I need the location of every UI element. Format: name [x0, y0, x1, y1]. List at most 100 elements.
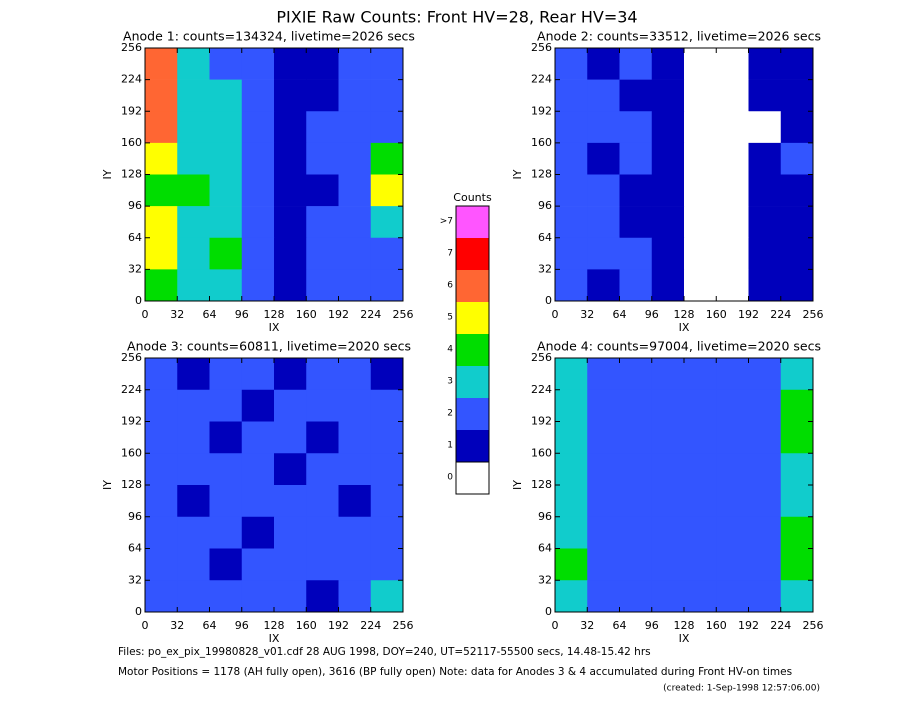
- heatmap-cell: [748, 269, 782, 302]
- heatmap-cell: [241, 548, 275, 581]
- x-tick-label: 64: [613, 308, 627, 321]
- y-axis-label: IY: [101, 169, 114, 179]
- heatmap-cell: [177, 79, 210, 112]
- heatmap-cell: [177, 237, 210, 270]
- heatmap-cell: [651, 48, 685, 80]
- heatmap-cell: [748, 142, 782, 175]
- heatmap-cell: [587, 174, 620, 207]
- y-tick-label: 256: [121, 351, 142, 364]
- heatmap-cell: [370, 269, 404, 302]
- heatmap-cell: [651, 485, 685, 518]
- colorbar-label: >7: [440, 217, 453, 227]
- heatmap-cell: [619, 111, 653, 144]
- heatmap-cell: [780, 453, 814, 486]
- x-tick-label: 0: [142, 308, 149, 321]
- heatmap-cell: [684, 358, 717, 391]
- heatmap-cell: [177, 516, 210, 549]
- heatmap-cell: [780, 237, 814, 270]
- heatmap-cell: [241, 358, 275, 391]
- heatmap-cell: [338, 516, 372, 549]
- heatmap-cell: [241, 237, 275, 270]
- y-tick-label: 0: [135, 605, 142, 618]
- y-tick-label: 128: [121, 168, 142, 181]
- y-tick-label: 0: [545, 605, 552, 618]
- heatmap-cell: [274, 206, 307, 239]
- heatmap-cell: [274, 48, 307, 80]
- x-tick-label: 128: [264, 619, 285, 632]
- heatmap-cell: [241, 580, 275, 613]
- y-tick-label: 64: [538, 542, 552, 555]
- heatmap-cell: [684, 580, 717, 613]
- heatmap-cell: [619, 174, 653, 207]
- heatmap-cell: [145, 421, 178, 454]
- heatmap-cell: [338, 269, 372, 302]
- heatmap-cell: [177, 485, 210, 518]
- heatmap-cell: [619, 548, 653, 581]
- y-tick-label: 0: [545, 294, 552, 307]
- heatmap-cell: [209, 174, 243, 207]
- heatmap-cell: [274, 453, 307, 486]
- x-tick-label: 224: [360, 308, 381, 321]
- x-tick-label: 64: [203, 619, 217, 632]
- heatmap-cell: [587, 389, 620, 422]
- heatmap-cell: [748, 206, 782, 239]
- heatmap-cell: [274, 79, 307, 112]
- heatmap-cell: [306, 142, 339, 175]
- heatmap-cell: [306, 48, 339, 80]
- heatmap-cell: [370, 174, 404, 207]
- heatmap-cell: [370, 237, 404, 270]
- heatmap-cell: [555, 237, 588, 270]
- heatmap-cell: [619, 237, 653, 270]
- heatmap-cell: [555, 485, 588, 518]
- heatmap-cell: [370, 485, 404, 518]
- heatmap-cell: [177, 389, 210, 422]
- heatmap-cell: [587, 269, 620, 302]
- heatmap-cell: [145, 79, 178, 112]
- heatmap-cell: [338, 206, 372, 239]
- x-tick-label: 256: [393, 308, 414, 321]
- y-tick-label: 256: [531, 41, 552, 54]
- heatmap-cell: [145, 111, 178, 144]
- heatmap-cell: [306, 580, 339, 613]
- heatmap-cell: [338, 421, 372, 454]
- heatmap-cell: [587, 485, 620, 518]
- heatmap-cell: [587, 48, 620, 80]
- heatmap-cell: [780, 358, 814, 391]
- heatmap-cell: [587, 142, 620, 175]
- heatmap-cell: [274, 389, 307, 422]
- heatmap-cell: [780, 389, 814, 422]
- heatmap-cell: [209, 485, 243, 518]
- y-tick-label: 96: [128, 510, 142, 523]
- y-tick-label: 192: [121, 104, 142, 117]
- heatmap-cell: [274, 269, 307, 302]
- heatmap-cell: [619, 206, 653, 239]
- heatmap-cell: [651, 206, 685, 239]
- heatmap-cell: [274, 516, 307, 549]
- heatmap-cell: [587, 358, 620, 391]
- x-tick-label: 256: [803, 619, 824, 632]
- heatmap-cell: [651, 453, 685, 486]
- heatmap-cell: [780, 174, 814, 207]
- heatmap-cell: [241, 142, 275, 175]
- heatmap-cell: [338, 237, 372, 270]
- heatmap-cell: [619, 269, 653, 302]
- heatmap-cell: [651, 79, 685, 112]
- heatmap-cell: [306, 516, 339, 549]
- heatmap-cell: [241, 206, 275, 239]
- heatmap-cell: [338, 485, 372, 518]
- heatmap-cell: [748, 453, 782, 486]
- heatmap-cell: [716, 48, 749, 80]
- heatmap-cell: [619, 358, 653, 391]
- heatmap-cell: [619, 142, 653, 175]
- heatmap-cell: [716, 79, 749, 112]
- heatmap-cell: [370, 580, 404, 613]
- heatmap-cell: [748, 389, 782, 422]
- heatmap-cell: [651, 358, 685, 391]
- heatmap-cell: [651, 142, 685, 175]
- heatmap-cell: [370, 421, 404, 454]
- heatmap-cell: [619, 580, 653, 613]
- heatmap-cell: [306, 485, 339, 518]
- heatmap-cell: [274, 358, 307, 391]
- x-tick-label: 160: [296, 619, 317, 632]
- heatmap-cell: [370, 48, 404, 80]
